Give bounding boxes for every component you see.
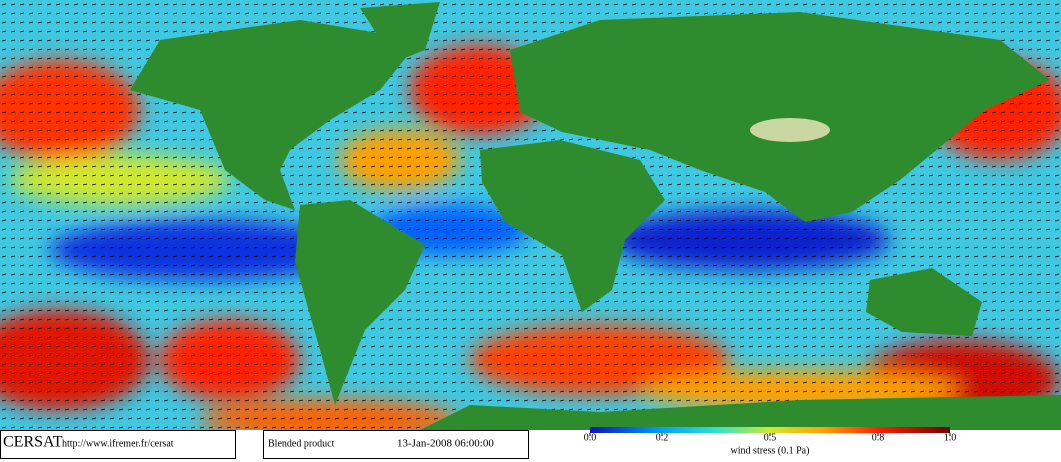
product: Blended product [268, 438, 335, 449]
colorbar-tick-label: 1.0 [944, 432, 957, 443]
colorbar-tick-label: 0.2 [656, 432, 669, 443]
colorbar-label: wind stress (0.1 Pa) [731, 445, 810, 456]
product-box [263, 430, 529, 459]
logo: CERSAT [3, 434, 63, 451]
colorbar-tick-label: 0.5 [764, 432, 777, 443]
info-box [0, 430, 236, 459]
colorbar-tick-label: 0.8 [872, 432, 885, 443]
colorbar [590, 427, 950, 433]
land [130, 2, 1061, 430]
footer: CERSAT http://www.ifremer.fr/cersat Blen… [0, 427, 1061, 462]
colorbar-tick-label: 0.0 [584, 432, 597, 443]
date: 13-Jan-2008 06:00:00 [397, 438, 494, 450]
url: http://www.ifremer.fr/cersat [62, 438, 174, 449]
